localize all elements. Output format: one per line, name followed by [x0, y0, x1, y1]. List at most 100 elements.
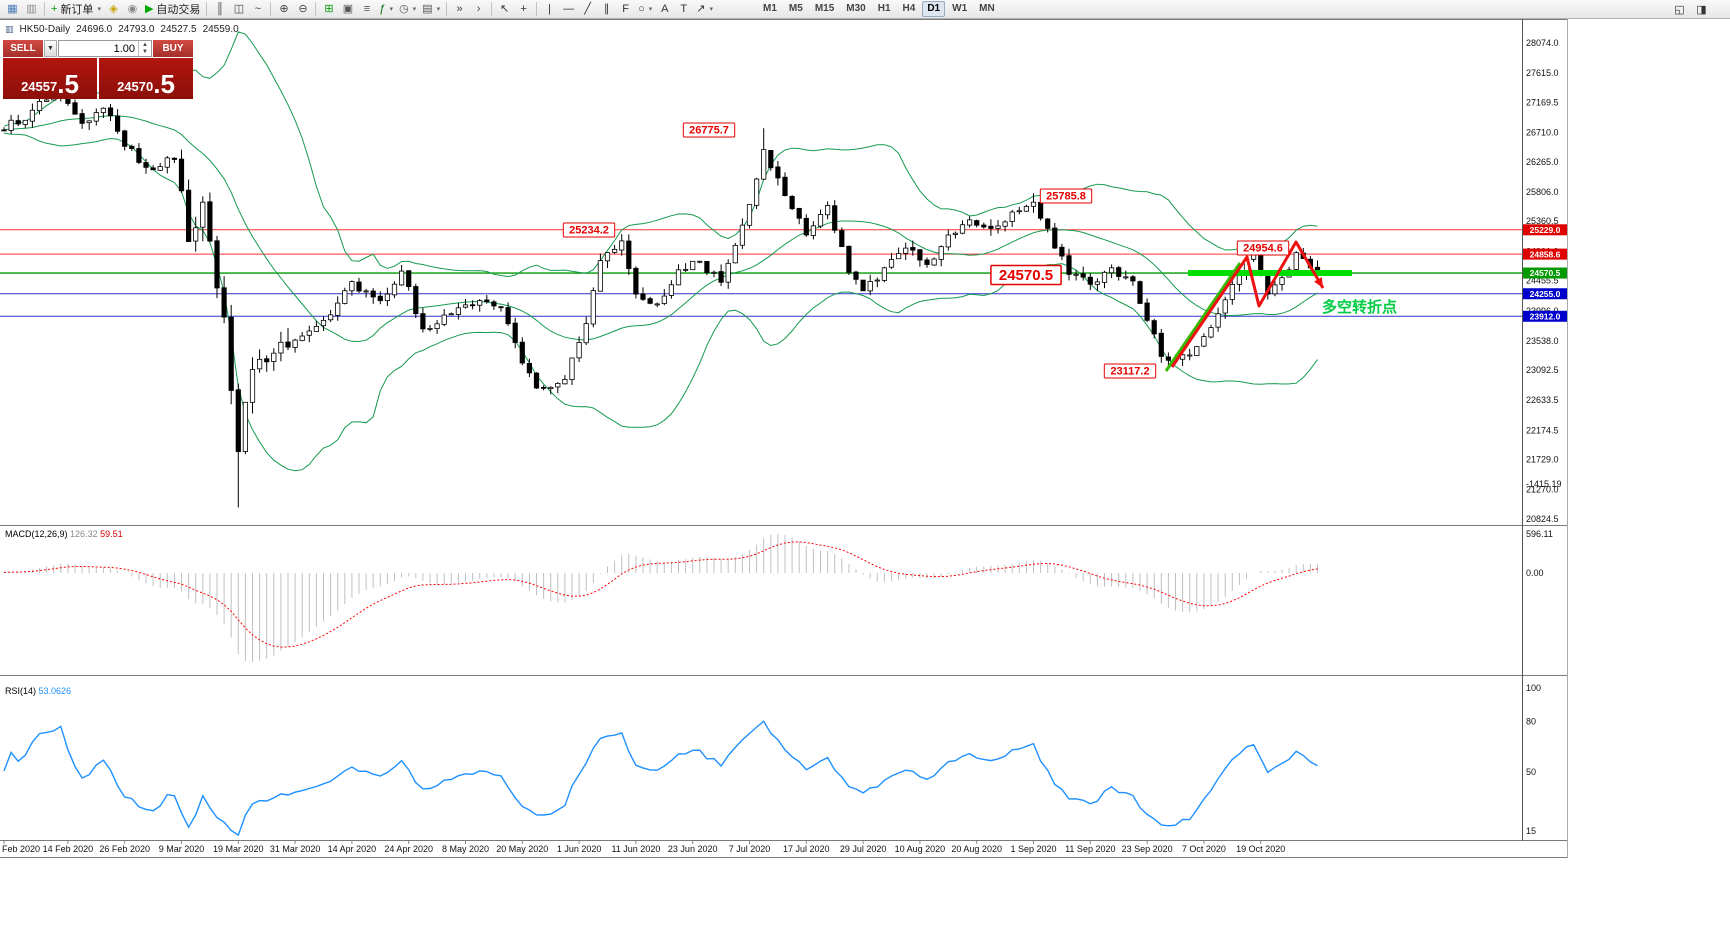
price-annotation: 25785.8 — [1046, 191, 1086, 203]
bar-chart-icon: ║ — [216, 2, 224, 15]
terminal-icon: ◉ — [127, 2, 138, 15]
arrows-icon-dropdown-icon[interactable]: ▾ — [709, 6, 714, 13]
window-restore-icon[interactable]: ◱ — [1670, 1, 1689, 18]
trendline-icon[interactable]: ╱ — [578, 1, 597, 18]
svg-text:25229.0: 25229.0 — [1530, 225, 1561, 235]
svg-text:17 Jul 2020: 17 Jul 2020 — [783, 844, 830, 854]
timeframe-m15[interactable]: M15 — [810, 1, 839, 17]
buy-button[interactable]: BUY — [153, 40, 193, 57]
new-chart-icon[interactable]: ▦ — [3, 1, 22, 18]
toolbar-separator — [206, 2, 208, 16]
metaeditor-icon: ◈ — [109, 2, 118, 15]
buy-price-display[interactable]: 24570.5 — [99, 58, 193, 99]
terminal-icon[interactable]: ◉ — [123, 1, 142, 18]
line-chart-icon[interactable]: ~ — [248, 1, 267, 18]
toolbar-separator — [536, 2, 538, 16]
svg-text:19 Oct 2020: 19 Oct 2020 — [1236, 844, 1285, 854]
sell-button[interactable]: SELL — [3, 40, 43, 57]
arrange-windows-icon: ▣ — [342, 2, 354, 15]
time-axis[interactable]: Feb 2020 14 Feb 2020 26 Feb 2020 9 Mar 2020… — [2, 841, 1285, 854]
price-annotation: 25234.2 — [569, 225, 609, 237]
buy-price-main: 24570 — [117, 79, 154, 94]
auto-scroll-icon[interactable]: » — [450, 1, 469, 18]
timeframe-w1[interactable]: W1 — [947, 1, 972, 17]
metaeditor-icon[interactable]: ◈ — [104, 1, 123, 18]
tile-windows-icon: ⊞ — [324, 2, 334, 15]
trendline-icon: ╱ — [584, 2, 591, 15]
periods-icon: ◷ — [399, 2, 409, 15]
zoom-in-icon[interactable]: ⊕ — [274, 1, 293, 18]
shapes-icon-dropdown-icon[interactable]: ▾ — [648, 6, 653, 13]
tile-windows-icon[interactable]: ⊞ — [319, 1, 338, 18]
zoom-out-icon[interactable]: ⊖ — [293, 1, 312, 18]
sell-price-display[interactable]: 24557.5 — [3, 58, 97, 99]
fibonacci-icon[interactable]: F — [616, 1, 635, 18]
cursor-icon[interactable]: ↖ — [495, 1, 514, 18]
candlestick-chart-icon: ◫ — [233, 2, 245, 15]
timeframe-m5[interactable]: M5 — [784, 1, 808, 17]
timeframe-h4[interactable]: H4 — [898, 1, 921, 17]
chart-symbol-icon: ▥ — [5, 24, 14, 34]
rsi-value: 53.0626 — [38, 686, 72, 696]
svg-text:29 Jul 2020: 29 Jul 2020 — [840, 844, 887, 854]
indicators-icon-dropdown-icon[interactable]: ▾ — [389, 6, 394, 13]
price-tag-24570.5 — [1523, 267, 1567, 279]
svg-text:26 Feb 2020: 26 Feb 2020 — [99, 844, 150, 854]
chart-profiles-icon[interactable]: ▥ — [22, 1, 41, 18]
price-annotation: 23117.2 — [1110, 366, 1149, 378]
line-chart-icon: ~ — [254, 2, 262, 15]
macd-signal-value: 59.51 — [100, 529, 123, 539]
timeframe-bar: M1 M5 M15 M30 H1 H4 D1 W1 MN — [758, 1, 1000, 17]
window-list-icon[interactable]: ≡ — [357, 1, 376, 18]
new-order-button-dropdown-icon[interactable]: ▾ — [97, 6, 101, 13]
timeframe-m30[interactable]: M30 — [841, 1, 870, 17]
horizontal-line-icon[interactable]: — — [559, 1, 578, 18]
channel-icon[interactable]: ∥ — [597, 1, 616, 18]
toolbar-separator — [491, 2, 493, 16]
vertical-line-icon[interactable]: | — [540, 1, 559, 18]
periods-icon-dropdown-icon[interactable]: ▾ — [412, 6, 417, 13]
new-order-button[interactable]: + 新订单 ▾ — [48, 1, 104, 18]
chart-symbol: HK50-Daily — [19, 24, 71, 35]
rsi-name: RSI(14) — [5, 686, 37, 696]
arrows-icon[interactable]: ↗ ▾ — [693, 1, 716, 18]
svg-text:23 Jun 2020: 23 Jun 2020 — [668, 844, 718, 854]
text-icon: A — [661, 2, 669, 15]
timeframe-h1[interactable]: H1 — [873, 1, 896, 17]
periods-icon[interactable]: ◷ ▾ — [396, 1, 419, 18]
docking-icon[interactable]: ◨ — [1692, 1, 1711, 18]
order-options-caret-icon[interactable]: ▼ — [44, 40, 57, 57]
timeframe-d1[interactable]: D1 — [922, 1, 946, 17]
text-label-icon[interactable]: T — [674, 1, 693, 18]
bar-chart-icon[interactable]: ║ — [210, 1, 229, 18]
sell-price-fraction: .5 — [57, 68, 79, 99]
price-tag-25229.0 — [1523, 224, 1567, 236]
autotrading-button[interactable]: ▶ 自动交易 — [142, 1, 203, 18]
new-order-button-label: 新订单 — [60, 4, 94, 16]
indicators-icon[interactable]: ƒ ▾ — [376, 1, 396, 18]
arrange-windows-icon[interactable]: ▣ — [338, 1, 357, 18]
shapes-icon[interactable]: ○ ▾ — [635, 1, 655, 18]
chart-shift-icon: › — [476, 2, 481, 15]
drawing-objects-layer[interactable]: 多空转折点 — [1164, 240, 1397, 372]
volume-stepper[interactable]: ▲ ▼ — [138, 41, 151, 56]
templates-icon-dropdown-icon[interactable]: ▾ — [436, 6, 441, 13]
price-annotation-box — [562, 222, 616, 238]
price-axis[interactable]: 28074.0 27615.0 27169.5 26710.0 26265.0 25806… — [1523, 38, 1567, 836]
chart-shift-icon[interactable]: › — [469, 1, 488, 18]
price-annotation: 24570.5 — [999, 267, 1053, 284]
volume-input[interactable]: 1.00 ▲ ▼ — [58, 40, 152, 57]
svg-text:9 Mar 2020: 9 Mar 2020 — [159, 844, 205, 854]
templates-icon[interactable]: ▤ ▾ — [419, 1, 443, 18]
crosshair-icon[interactable]: + — [514, 1, 533, 18]
autotrading-button-label: 自动交易 — [156, 4, 201, 16]
new-order-button: + — [51, 2, 58, 15]
timeframe-m1[interactable]: M1 — [758, 1, 782, 17]
candlestick-chart-icon[interactable]: ◫ — [229, 1, 248, 18]
turning-point-note[interactable]: 多空转折点 — [1322, 298, 1397, 316]
text-icon[interactable]: A — [655, 1, 674, 18]
timeframe-mn[interactable]: MN — [974, 1, 1000, 17]
chart-close-value: 24559.0 — [202, 24, 239, 35]
price-annotations-layer[interactable]: 26775.7 25234.2 25785.8 24954.6 23117.2 24570… — [562, 122, 1290, 379]
chart-canvas[interactable]: 多空转折点 26775.7 25234.2 25785.8 24954.6 23117.2… — [0, 0, 1568, 944]
